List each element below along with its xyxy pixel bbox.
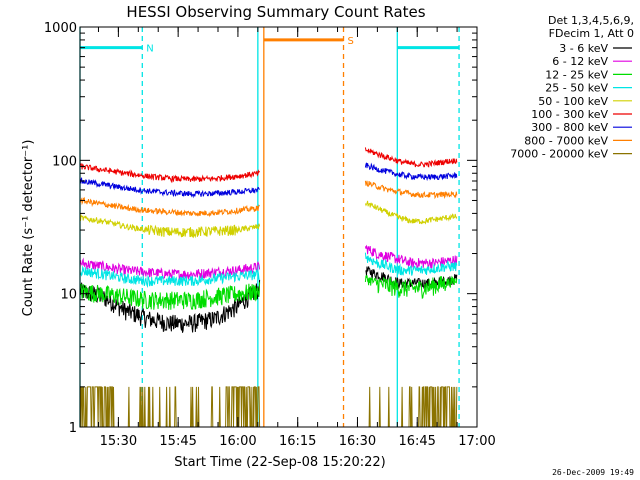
legend-label-5: 50 - 100 keV bbox=[538, 95, 608, 108]
x-tick-label: 15:45 bbox=[159, 434, 196, 449]
legend-label-6: 100 - 300 keV bbox=[531, 108, 608, 121]
series-trace-6-segment-1 bbox=[79, 162, 260, 184]
generation-timestamp: 26-Dec-2009 19:49 bbox=[552, 468, 634, 477]
legend-label-8: 800 - 7000 keV bbox=[524, 134, 608, 147]
series-trace-9-segment-2 bbox=[365, 386, 458, 428]
x-tick-label: 16:00 bbox=[219, 434, 256, 449]
x-tick-label: 17:00 bbox=[458, 434, 495, 449]
series-trace-9-segment-1 bbox=[80, 386, 261, 428]
series-trace-4-segment-2 bbox=[364, 252, 458, 276]
legend-label-3: 12 - 25 keV bbox=[545, 68, 608, 81]
legend-label-7: 300 - 800 keV bbox=[531, 121, 608, 134]
series-trace-7-segment-2 bbox=[364, 162, 458, 182]
y-tick-label: 1 bbox=[69, 421, 77, 436]
series-trace-7-segment-1 bbox=[79, 177, 260, 199]
series-trace-4-segment-1 bbox=[79, 265, 260, 289]
y-tick-label: 100 bbox=[52, 154, 77, 169]
series-trace-1-segment-1 bbox=[79, 279, 261, 333]
y-tick-label: 1000 bbox=[44, 21, 77, 36]
x-tick-label: 16:15 bbox=[279, 434, 316, 449]
legend: Det 1,3,4,5,6,9, FDecim 1, Att 0 3 - 6 k… bbox=[510, 14, 634, 161]
series-trace-6-segment-2 bbox=[364, 147, 458, 168]
axes: 1 10 100 1000 15:30 15:45 16:00 16:15 16:30 16:45… bbox=[44, 21, 496, 449]
legend-label-2: 6 - 12 keV bbox=[552, 55, 608, 68]
legend-label-4: 25 - 50 keV bbox=[545, 82, 608, 95]
plot-frame bbox=[79, 26, 478, 428]
x-tick-label: 16:30 bbox=[339, 434, 376, 449]
series-trace-3-segment-2 bbox=[364, 275, 458, 299]
legend-header-line-2: FDecim 1, Att 0 bbox=[549, 27, 634, 40]
series-trace-8-segment-2 bbox=[364, 180, 458, 200]
flag-label-s: S bbox=[348, 36, 354, 47]
flag-label-n: N bbox=[146, 44, 153, 55]
series-trace-8-segment-1 bbox=[79, 196, 260, 218]
legend-label-9: 7000 - 20000 keV bbox=[510, 148, 608, 161]
y-tick-label: 10 bbox=[60, 288, 77, 303]
x-tick-label: 15:30 bbox=[100, 434, 137, 449]
legend-label-1: 3 - 6 keV bbox=[559, 42, 608, 55]
series-trace-2-segment-2 bbox=[364, 244, 458, 270]
series-trace-3-segment-1 bbox=[79, 282, 261, 311]
series-trace-5-segment-2 bbox=[364, 200, 458, 225]
series-trace-5-segment-1 bbox=[79, 213, 261, 239]
x-axis-label: Start Time (22-Sep-08 15:20:22) bbox=[174, 455, 385, 470]
y-axis-label: Count Rate (s⁻¹ detector⁻¹) bbox=[21, 140, 36, 317]
legend-header-line-1: Det 1,3,4,5,6,9, bbox=[548, 14, 634, 27]
plot-area: NS bbox=[79, 27, 460, 428]
x-tick-label: 16:45 bbox=[398, 434, 435, 449]
chart-title: HESSI Observing Summary Count Rates bbox=[126, 3, 425, 21]
